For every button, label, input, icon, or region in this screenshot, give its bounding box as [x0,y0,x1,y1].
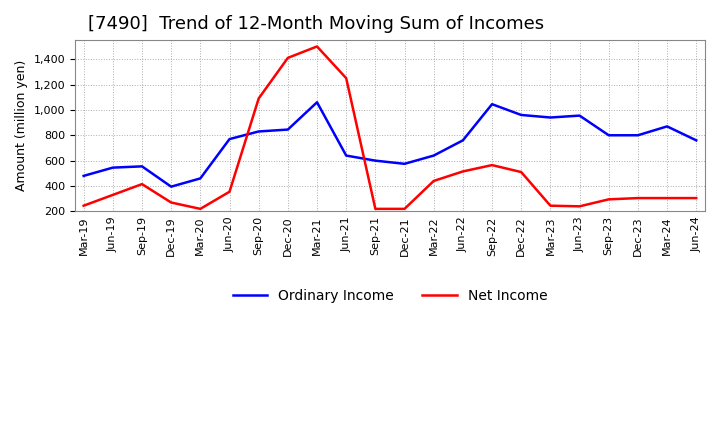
Net Income [284,55,292,61]
Net Income [634,195,642,201]
Ordinary Income [312,99,321,105]
Ordinary Income [342,153,351,158]
Net Income [342,76,351,81]
Ordinary Income [459,138,467,143]
Net Income [254,96,263,101]
Net Income [459,169,467,174]
Ordinary Income [546,115,554,120]
Net Income [692,195,701,201]
Net Income [225,189,234,194]
Net Income [429,178,438,183]
Net Income [312,44,321,49]
Ordinary Income [79,173,88,179]
Net Income [517,169,526,175]
Ordinary Income [371,158,379,163]
Ordinary Income [604,132,613,138]
Ordinary Income [400,161,409,166]
Ordinary Income [254,129,263,134]
Ordinary Income [429,153,438,158]
Net Income [138,181,146,187]
Net Income [662,195,671,201]
Ordinary Income [167,184,176,189]
Net Income [167,200,176,205]
Ordinary Income [575,113,584,118]
Ordinary Income [692,138,701,143]
Text: [7490]  Trend of 12-Month Moving Sum of Incomes: [7490] Trend of 12-Month Moving Sum of I… [88,15,544,33]
Net Income [575,204,584,209]
Net Income [400,206,409,212]
Line: Ordinary Income: Ordinary Income [84,102,696,187]
Ordinary Income [109,165,117,170]
Y-axis label: Amount (million yen): Amount (million yen) [15,60,28,191]
Ordinary Income [196,176,204,181]
Net Income [487,162,496,168]
Net Income [109,192,117,198]
Ordinary Income [225,136,234,142]
Net Income [196,206,204,212]
Net Income [546,203,554,208]
Ordinary Income [662,124,671,129]
Net Income [604,197,613,202]
Legend: Ordinary Income, Net Income: Ordinary Income, Net Income [227,283,553,308]
Ordinary Income [138,164,146,169]
Ordinary Income [634,132,642,138]
Ordinary Income [517,112,526,117]
Ordinary Income [284,127,292,132]
Line: Net Income: Net Income [84,47,696,209]
Ordinary Income [487,102,496,107]
Net Income [79,203,88,208]
Net Income [371,206,379,212]
